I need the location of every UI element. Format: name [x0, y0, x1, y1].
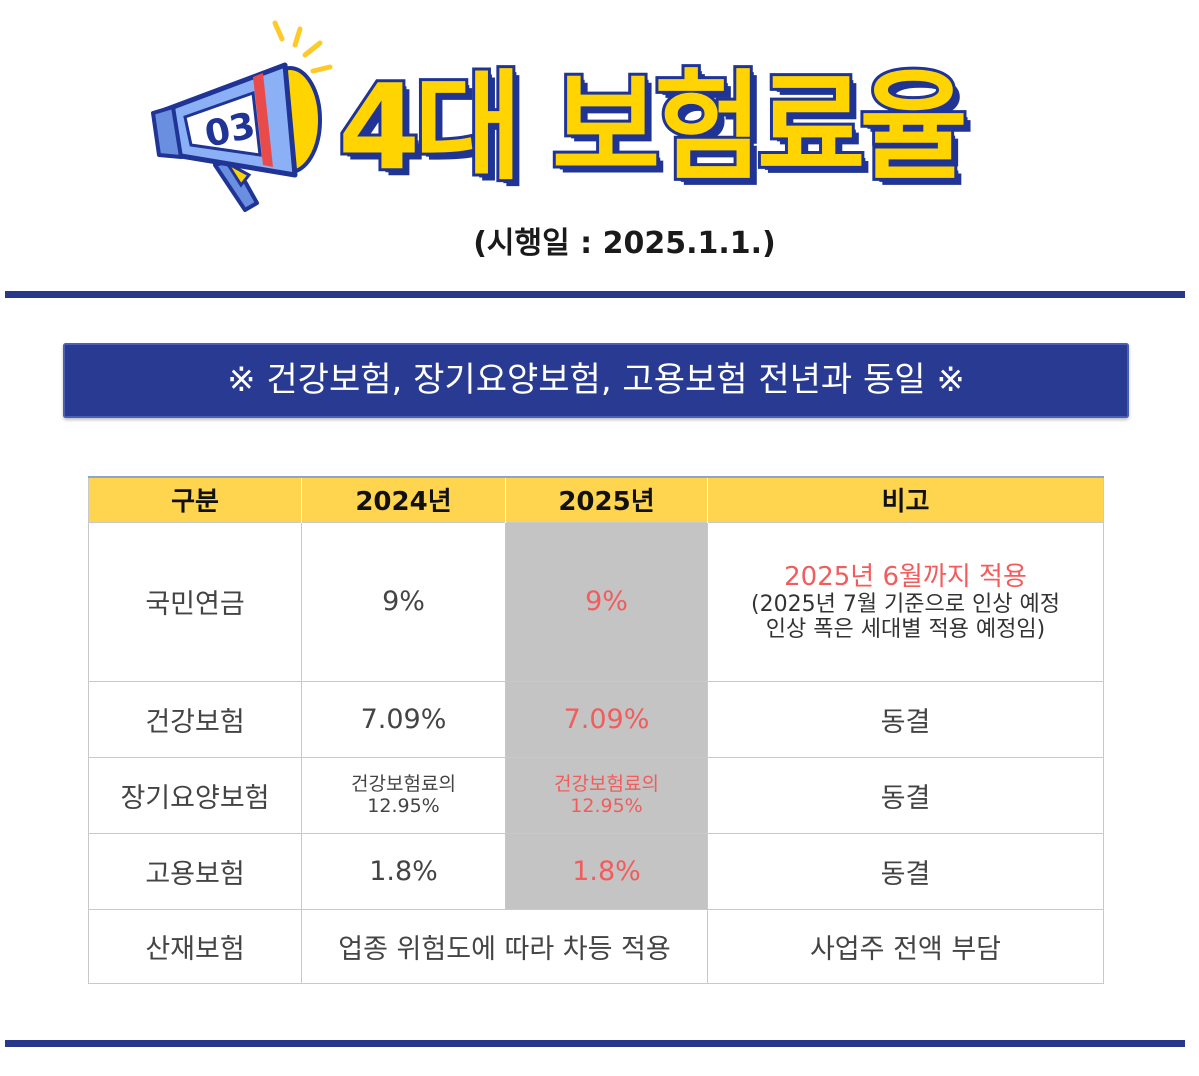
row-category: 국민연금 — [88, 521, 302, 682]
table-row: 건강보험 7.09% 7.09% 동결 — [88, 680, 1104, 758]
rate-2025: 건강보험료의 12.95% — [505, 756, 708, 834]
table-row: 산재보험 업종 위험도에 따라 차등 적용 사업주 전액 부담 — [88, 908, 1104, 984]
row-note: 동결 — [707, 756, 1104, 834]
note-line: (2025년 7월 기준으로 인상 예정 — [751, 591, 1060, 617]
rate-2025-line: 12.95% — [570, 795, 643, 817]
insurance-rate-table: 구분 2024년 2025년 비고 국민연금 9% 9% 2025년 6월까지 … — [88, 476, 1104, 984]
rate-2025-line: 건강보험료의 — [554, 773, 659, 795]
col-header-2025: 2025년 — [505, 476, 708, 522]
col-header-2024: 2024년 — [301, 476, 506, 522]
rate-merged: 업종 위험도에 따라 차등 적용 — [301, 908, 708, 984]
col-header-category: 구분 — [88, 476, 302, 522]
table-row: 고용보험 1.8% 1.8% 동결 — [88, 832, 1104, 910]
svg-text:03: 03 — [201, 105, 259, 156]
page-title: 4대 보험료율 — [335, 55, 971, 199]
table-row: 장기요양보험 건강보험료의 12.95% 건강보험료의 12.95% 동결 — [88, 756, 1104, 834]
rate-2025: 7.09% — [505, 680, 708, 758]
divider-top — [5, 291, 1185, 298]
rate-2024: 건강보험료의 12.95% — [301, 756, 506, 834]
col-header-note: 비고 — [707, 476, 1104, 522]
rate-2024: 9% — [301, 521, 506, 682]
megaphone-icon — [151, 20, 333, 212]
table-row: 국민연금 9% 9% 2025년 6월까지 적용 (2025년 7월 기준으로 … — [88, 521, 1104, 682]
row-note: 동결 — [707, 832, 1104, 910]
effective-date: (시행일 : 2025.1.1.) — [473, 226, 776, 261]
page-header: 03 4대 보험료율 (시행일 : 2025.1.1.) — [0, 0, 1199, 290]
row-note: 동결 — [707, 680, 1104, 758]
rate-2024: 1.8% — [301, 832, 506, 910]
note-highlight: 2025년 6월까지 적용 — [784, 561, 1027, 592]
divider-bottom — [5, 1040, 1185, 1047]
badge-number: 03 — [201, 105, 259, 156]
rate-2025: 1.8% — [505, 832, 708, 910]
rate-2024-line: 12.95% — [367, 795, 440, 817]
rate-2024: 7.09% — [301, 680, 506, 758]
note-line: 인상 폭은 세대별 적용 예정임) — [765, 616, 1046, 642]
rate-2025: 9% — [505, 521, 708, 682]
notice-banner: ※ 건강보험, 장기요양보험, 고용보험 전년과 동일 ※ — [63, 343, 1129, 418]
row-category: 장기요양보험 — [88, 756, 302, 834]
row-note: 2025년 6월까지 적용 (2025년 7월 기준으로 인상 예정 인상 폭은… — [707, 521, 1104, 682]
row-category: 건강보험 — [88, 680, 302, 758]
rate-2024-line: 건강보험료의 — [351, 773, 456, 795]
row-category: 고용보험 — [88, 832, 302, 910]
table-header-row: 구분 2024년 2025년 비고 — [88, 476, 1104, 522]
row-category: 산재보험 — [88, 908, 302, 984]
row-note: 사업주 전액 부담 — [707, 908, 1104, 984]
